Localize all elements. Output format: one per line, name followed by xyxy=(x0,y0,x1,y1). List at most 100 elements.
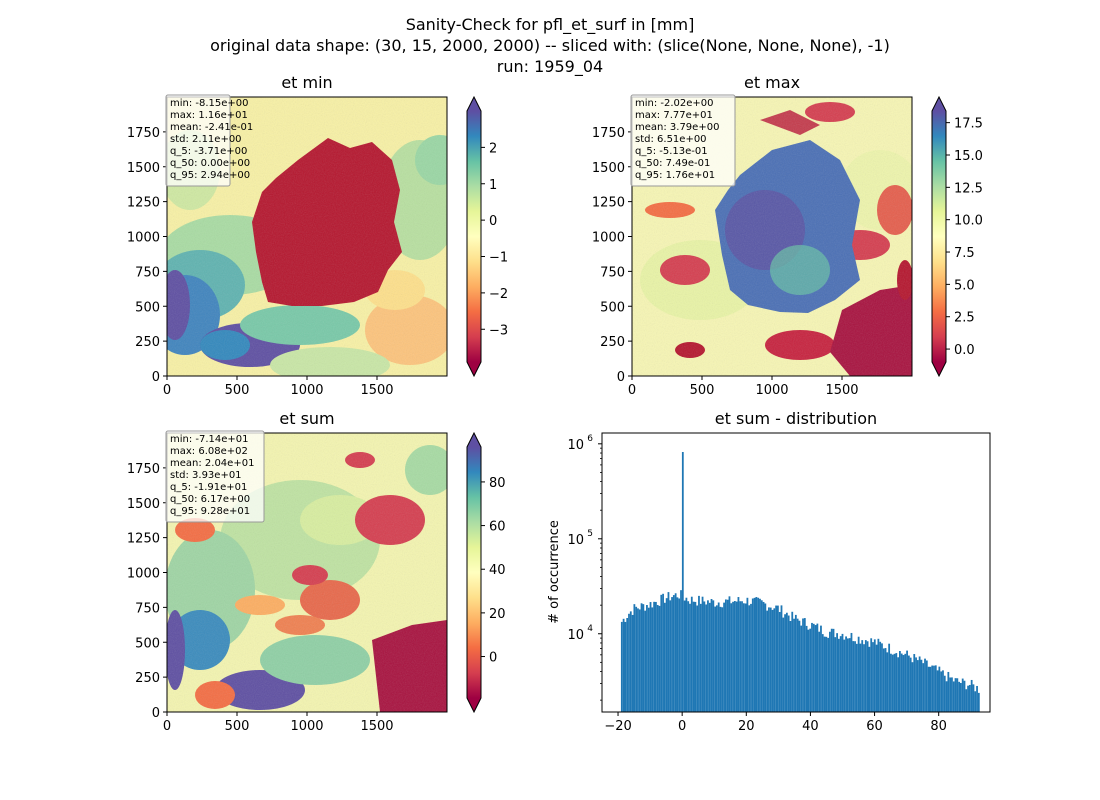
histogram-bar xyxy=(699,603,702,712)
histogram-bar xyxy=(787,615,790,712)
stat-line: max: 7.77e+01 xyxy=(635,110,713,121)
histogram-bar xyxy=(784,614,786,712)
histogram-bar xyxy=(881,643,883,712)
x-tick-label: 20 xyxy=(738,719,755,734)
histogram-bar xyxy=(916,660,919,712)
y-tick-label: 1750 xyxy=(127,126,160,141)
histogram-bar xyxy=(728,596,731,712)
histogram-bar xyxy=(716,605,718,712)
y-tick-label: 500 xyxy=(600,300,625,315)
histogram-bar xyxy=(732,601,734,712)
histogram-bar xyxy=(890,653,892,712)
x-tick-label: 0 xyxy=(163,383,171,398)
x-axis-et-max: 0 500 1000 1500 xyxy=(628,376,859,398)
histogram-bar xyxy=(674,593,677,712)
panel-et-min: et min 0 500 1000 1500 0 250 500 750 1000 1250 15… xyxy=(127,73,508,398)
histogram-bar xyxy=(814,625,817,712)
x-tick-label: 60 xyxy=(866,719,883,734)
histogram-bar xyxy=(656,604,659,712)
histogram-bar xyxy=(929,666,932,712)
histogram-bar xyxy=(712,600,715,712)
x-tick-label: −20 xyxy=(604,719,631,734)
histogram-bar xyxy=(911,662,914,712)
histogram-bar xyxy=(857,636,860,712)
histogram-bar xyxy=(830,628,833,712)
histogram-bar xyxy=(696,605,699,712)
histogram-bar xyxy=(782,617,785,712)
panel-et-max: et max 0 500 1000 1500 0 250 500 750 1000 1250 15… xyxy=(592,73,983,398)
stat-line: q_5: -1.91e+01 xyxy=(170,482,247,493)
histogram-bar xyxy=(838,638,840,712)
histogram-bar xyxy=(882,648,885,712)
histogram-bar xyxy=(780,605,783,712)
histogram-bar xyxy=(760,600,763,712)
histogram-bar xyxy=(685,597,688,712)
histogram-bar xyxy=(931,665,934,712)
histogram-bar xyxy=(800,625,803,712)
panel-title-et-min: et min xyxy=(281,73,332,92)
y-tick-label: 0 xyxy=(617,370,625,385)
y-tick-label: 10 xyxy=(567,533,584,548)
histogram-bar xyxy=(877,638,880,712)
histogram-bar xyxy=(820,625,822,712)
histogram-bar xyxy=(733,601,736,712)
histogram-bar xyxy=(888,643,891,712)
histogram-bar xyxy=(667,592,670,712)
y-tick-label: 1000 xyxy=(127,231,160,246)
colorbar-tick-label: 5.0 xyxy=(954,278,975,293)
histogram-bar xyxy=(976,685,978,712)
histogram-bar xyxy=(879,641,882,712)
histogram-bar xyxy=(637,608,639,712)
histogram-bar xyxy=(658,605,661,712)
histogram-bar xyxy=(739,601,742,712)
stat-line: mean: 2.04e+01 xyxy=(170,458,254,469)
histogram-bar xyxy=(698,595,700,712)
histogram-bar xyxy=(764,603,767,712)
colorbar-tick-label: 60 xyxy=(489,520,506,535)
histogram-bar xyxy=(961,678,964,712)
stat-line: q_50: 6.17e+00 xyxy=(170,494,250,505)
stat-line: min: -7.14e+01 xyxy=(170,434,249,445)
y-tick-label: 1000 xyxy=(127,567,160,582)
y-tick-label: 0 xyxy=(152,370,160,385)
panel-et-sum-distribution: et sum - distribution −20 0 20 40 60 80 10 410… xyxy=(547,409,991,734)
y-tick-label: 1750 xyxy=(592,126,625,141)
histogram-bar xyxy=(938,666,941,712)
y-tick-label: 10 xyxy=(567,438,584,453)
histogram-bar xyxy=(812,623,815,712)
histogram-bar xyxy=(794,614,797,712)
histogram-bar xyxy=(846,638,849,712)
x-axis-et-sum: 0 500 1000 1500 xyxy=(163,712,394,734)
y-tick-label: 250 xyxy=(600,335,625,350)
histogram-bar xyxy=(895,653,898,712)
stat-line: std: 3.93e+01 xyxy=(170,470,242,481)
histogram-bar xyxy=(960,682,962,712)
histogram-bar xyxy=(852,641,855,712)
histogram-bar xyxy=(708,602,711,712)
figure-title: Sanity-Check for pfl_et_surf in [mm] ori… xyxy=(210,15,890,77)
title-line-2: original data shape: (30, 15, 2000, 2000… xyxy=(210,36,890,55)
title-line-3: run: 1959_04 xyxy=(497,57,603,77)
x-tick-label: 0 xyxy=(678,719,686,734)
histogram-bar xyxy=(974,691,977,712)
histogram-bar xyxy=(843,639,846,712)
histogram-bar xyxy=(775,605,778,712)
histogram-bar xyxy=(909,657,912,712)
histogram-bar xyxy=(915,657,917,712)
histogram-bar xyxy=(624,621,627,712)
histogram-bar xyxy=(823,636,826,712)
y-tick-label: 750 xyxy=(135,265,160,280)
histogram-bar xyxy=(730,603,733,712)
colorbar-tick-label: 2.5 xyxy=(954,311,975,326)
histogram-bar xyxy=(821,634,824,712)
y-tick-label: 1500 xyxy=(127,497,160,512)
histogram-bar xyxy=(868,646,871,712)
x-tick-label: 1000 xyxy=(290,719,323,734)
histogram-bar xyxy=(629,611,632,712)
y-tick-label: 1500 xyxy=(592,161,625,176)
histogram-bar xyxy=(945,681,948,712)
histogram-bar xyxy=(628,613,630,712)
stats-box-et-min: min: -8.15e+00 max: 1.16e+01 mean: -2.41… xyxy=(165,94,253,187)
histogram-bar xyxy=(642,604,645,712)
